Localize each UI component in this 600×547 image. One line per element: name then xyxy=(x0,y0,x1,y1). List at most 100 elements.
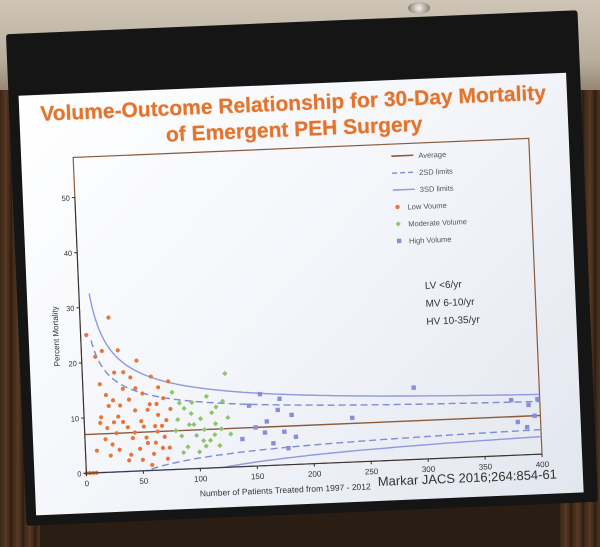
high-volume-point xyxy=(275,407,281,413)
low-volume-point xyxy=(161,396,166,401)
moderate-volume-point xyxy=(203,443,209,449)
low-volume-point xyxy=(153,424,158,429)
moderate-volume-point xyxy=(197,416,204,422)
low-volume-point xyxy=(105,426,110,431)
low-volume-point xyxy=(139,419,144,424)
high-volume-point xyxy=(246,403,252,408)
low-volume-point xyxy=(99,348,104,354)
low-volume-point xyxy=(156,412,161,418)
low-volume-point xyxy=(97,382,102,387)
y-tick-label: 30 xyxy=(66,304,75,313)
low-volume-point xyxy=(129,452,134,457)
high-volume-point xyxy=(289,412,294,418)
y-axis-label: Percent Mortality xyxy=(50,306,62,366)
high-volume-point xyxy=(262,430,268,435)
legend-low-volume-swatch xyxy=(395,204,400,210)
projection-screen: Volume-Outcome Relationship for 30-Day M… xyxy=(5,10,599,526)
high-volume-point xyxy=(526,402,531,408)
moderate-volume-point xyxy=(185,444,191,450)
moderate-volume-point xyxy=(186,422,192,428)
legend-label: Low Voume xyxy=(407,201,447,212)
moderate-volume-point xyxy=(201,438,207,444)
low-volume-point xyxy=(168,406,173,412)
low-volume-point xyxy=(128,375,133,380)
moderate-volume-point xyxy=(212,420,219,427)
low-volume-point xyxy=(147,402,152,407)
moderate-volume-point xyxy=(188,410,194,417)
low-volume-point xyxy=(167,445,172,450)
low-volume-point xyxy=(130,436,135,441)
high-volume-point xyxy=(535,396,540,402)
x-tick-label: 100 xyxy=(194,474,208,484)
y-tick-label: 50 xyxy=(61,194,70,203)
volume-category-annotation: MV 6-10/yr xyxy=(425,297,475,310)
low-volume-point xyxy=(111,420,117,425)
upper-3sd-curve xyxy=(88,293,540,397)
high-volume-point xyxy=(515,419,521,425)
low-volume-point xyxy=(112,370,117,375)
moderate-volume-point xyxy=(173,428,179,434)
x-tick-label: 150 xyxy=(251,472,265,482)
moderate-volume-point xyxy=(197,449,203,455)
moderate-volume-point xyxy=(219,398,226,404)
legend-2sd-swatch xyxy=(392,171,415,174)
high-volume-point xyxy=(240,436,245,442)
low-volume-point xyxy=(103,437,108,442)
low-volume-point xyxy=(117,403,123,408)
low-volume-point xyxy=(140,457,145,462)
moderate-volume-point xyxy=(189,399,195,406)
low-volume-point xyxy=(108,453,113,458)
lower-3sd-curve xyxy=(96,435,542,474)
low-volume-point xyxy=(140,391,145,396)
low-volume-point xyxy=(154,401,159,407)
x-tick-label: 250 xyxy=(365,467,379,477)
x-tick-label: 0 xyxy=(84,479,89,488)
low-volume-point xyxy=(159,423,165,428)
low-volume-point xyxy=(120,419,126,425)
low-volume-point xyxy=(127,458,132,463)
high-volume-point xyxy=(257,391,263,397)
moderate-volume-point xyxy=(217,442,223,449)
upper-2sd-curve xyxy=(90,340,540,406)
high-volume-point xyxy=(286,445,291,451)
high-volume-point xyxy=(277,396,282,402)
low-volume-point xyxy=(132,430,138,435)
moderate-volume-point xyxy=(181,405,187,411)
high-volume-point xyxy=(264,419,270,424)
high-volume-point xyxy=(532,413,537,419)
low-volume-point xyxy=(93,354,98,359)
lower-2sd-curve xyxy=(96,428,542,474)
low-volume-point xyxy=(115,348,120,353)
moderate-volume-point xyxy=(194,432,200,439)
low-volume-point xyxy=(164,418,169,423)
scatter-chart: 0 50 100 150 200 250 300 350 400 0 10 20 30 40 50 Aver… xyxy=(50,137,550,498)
x-axis-label: Number of Patients Treated from 1997 - 2… xyxy=(200,481,372,498)
low-volume-point xyxy=(110,398,116,403)
moderate-volume-point xyxy=(218,426,225,432)
legend-label: Average xyxy=(418,150,446,160)
high-volume-point xyxy=(349,415,355,421)
low-volume-point xyxy=(145,407,150,412)
high-volume-point xyxy=(282,429,287,435)
moderate-volume-point xyxy=(225,414,231,421)
low-volume-point xyxy=(114,431,119,436)
low-volume-point xyxy=(84,332,89,338)
volume-category-annotation: HV 10-35/yr xyxy=(426,315,480,328)
moderate-volume-point xyxy=(175,417,181,423)
y-tick-label: 0 xyxy=(77,469,82,478)
low-volume-point xyxy=(98,420,103,426)
high-volume-point xyxy=(508,397,514,403)
legend-label: Moderate Volume xyxy=(408,217,467,228)
moderate-volume-point xyxy=(207,437,214,443)
moderate-volume-point xyxy=(228,431,234,437)
x-tick-label: 50 xyxy=(139,477,149,486)
low-volume-point xyxy=(110,442,115,447)
low-volume-point xyxy=(145,440,150,446)
low-volume-point xyxy=(148,374,153,379)
low-volume-point xyxy=(155,429,160,434)
moderate-volume-point xyxy=(201,426,207,433)
moderate-volume-point xyxy=(191,421,197,428)
high-volume-point xyxy=(411,385,416,390)
low-volume-point xyxy=(138,446,143,451)
low-volume-point xyxy=(116,414,121,419)
